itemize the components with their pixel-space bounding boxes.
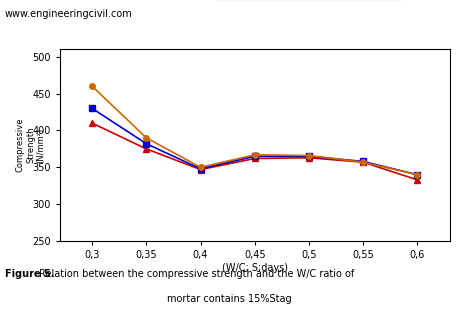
7days [198, 168, 203, 171]
60days [198, 166, 203, 169]
7days [90, 121, 95, 125]
28days [198, 167, 203, 171]
Line: 7days: 7days [90, 120, 420, 183]
7days [144, 147, 149, 151]
Text: www.engineeringcivil.com: www.engineeringcivil.com [5, 9, 132, 19]
Text: mortar contains 15%Stag: mortar contains 15%Stag [167, 294, 292, 303]
60days [144, 136, 149, 140]
Text: Figure 5.: Figure 5. [5, 269, 54, 279]
28days [360, 159, 366, 163]
Line: 28days: 28days [90, 106, 420, 177]
60days [252, 153, 257, 157]
28days [144, 142, 149, 146]
60days [306, 154, 312, 157]
Line: 60days: 60days [90, 83, 420, 177]
60days [360, 160, 366, 164]
28days [252, 154, 257, 158]
7days [252, 157, 257, 160]
60days [414, 173, 420, 176]
28days [414, 173, 420, 176]
X-axis label: (W/C; S;days): (W/C; S;days) [222, 263, 288, 273]
60days [90, 84, 95, 88]
7days [306, 156, 312, 160]
28days [306, 154, 312, 158]
28days [90, 107, 95, 110]
7days [414, 178, 420, 182]
Text: Relation between the compressive strength and the W/C ratio of: Relation between the compressive strengt… [39, 269, 354, 279]
7days [360, 160, 366, 164]
Y-axis label: Compressive
Strength
(N/mm²): Compressive Strength (N/mm²) [16, 118, 45, 172]
